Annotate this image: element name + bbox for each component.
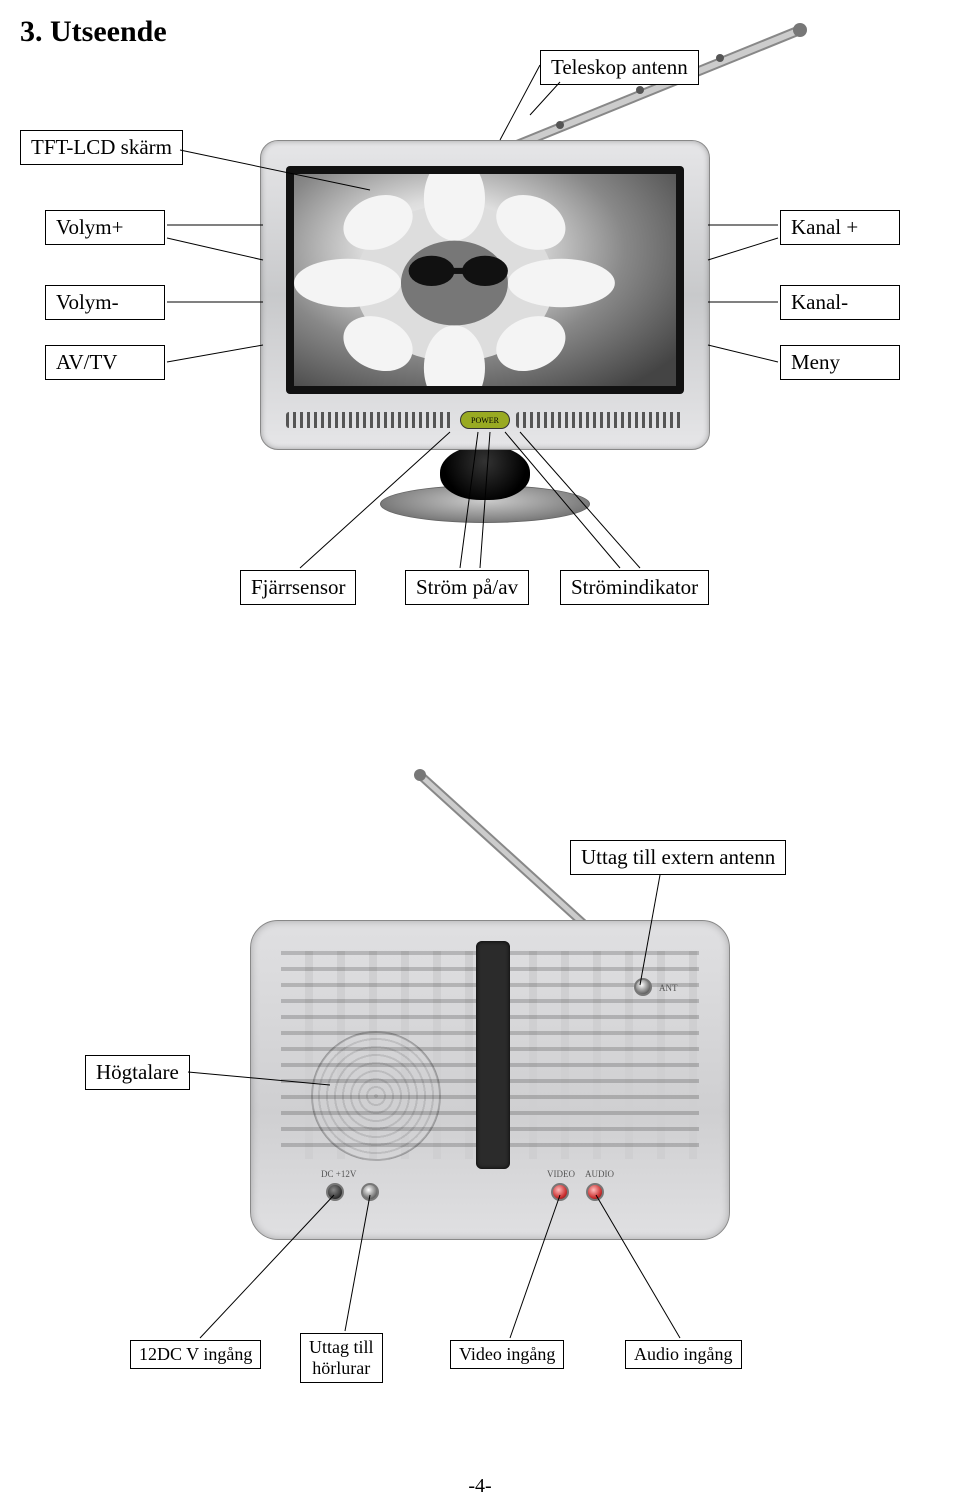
- label-uttag-extern-antenn: Uttag till extern antenn: [570, 840, 786, 875]
- label-kanal-plus: Kanal +: [780, 210, 900, 245]
- label-video-in: Video ingång: [450, 1340, 564, 1369]
- label-stromindikator: Strömindikator: [560, 570, 709, 605]
- label-volym-minus: Volym-: [45, 285, 165, 320]
- tv-screen: [294, 174, 676, 386]
- tv-front-device: POWER: [260, 140, 710, 450]
- label-kanal-minus: Kanal-: [780, 285, 900, 320]
- page-number: -4-: [0, 1475, 960, 1498]
- label-horlurar: Uttag till hörlurar: [300, 1333, 383, 1383]
- video-jack: [551, 1183, 569, 1201]
- section-heading: 3. Utseende: [20, 15, 167, 49]
- headphone-jack: [361, 1183, 379, 1201]
- antenna-jack: [634, 978, 652, 996]
- rear-mount-rail: [476, 941, 510, 1169]
- tv-bezel: [286, 166, 684, 394]
- label-av-tv: AV/TV: [45, 345, 165, 380]
- label-volym-plus: Volym+: [45, 210, 165, 245]
- label-strom-pa-av: Ström på/av: [405, 570, 529, 605]
- label-meny: Meny: [780, 345, 900, 380]
- label-fjarrsensor: Fjärrsensor: [240, 570, 356, 605]
- dc-jack: [326, 1183, 344, 1201]
- label-hogtalare: Högtalare: [85, 1055, 190, 1090]
- port-label-video: VIDEO: [547, 1169, 575, 1179]
- tv-stand-neck: [440, 445, 530, 500]
- front-speaker-left: [286, 412, 454, 428]
- label-teleskop-antenn: Teleskop antenn: [540, 50, 699, 85]
- power-button: POWER: [460, 411, 510, 429]
- port-label-audio: AUDIO: [585, 1169, 614, 1179]
- audio-jack: [586, 1183, 604, 1201]
- tv-rear-device: ANT DC +12V VIDEO AUDIO: [250, 920, 730, 1240]
- port-label-ant: ANT: [659, 983, 678, 993]
- telescope-antenna-graphic: [480, 20, 820, 160]
- label-audio-in: Audio ingång: [625, 1340, 742, 1369]
- rear-speaker: [311, 1031, 441, 1161]
- port-label-dc: DC +12V: [321, 1169, 356, 1179]
- label-tft-lcd-skarm: TFT-LCD skärm: [20, 130, 183, 165]
- label-dc-in: 12DC V ingång: [130, 1340, 261, 1369]
- front-speaker-right: [516, 412, 684, 428]
